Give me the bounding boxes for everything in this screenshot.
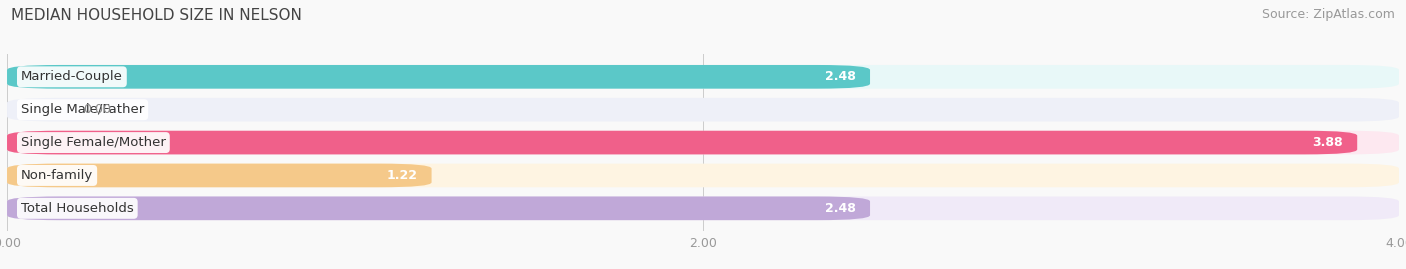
Text: 0.00: 0.00 [83,103,111,116]
FancyBboxPatch shape [7,65,870,89]
Text: Single Female/Mother: Single Female/Mother [21,136,166,149]
FancyBboxPatch shape [7,196,870,220]
FancyBboxPatch shape [7,131,1399,154]
FancyBboxPatch shape [7,164,1399,187]
Text: Source: ZipAtlas.com: Source: ZipAtlas.com [1261,8,1395,21]
Text: 2.48: 2.48 [825,70,856,83]
Text: Non-family: Non-family [21,169,93,182]
FancyBboxPatch shape [7,131,1357,154]
FancyBboxPatch shape [7,196,1399,220]
FancyBboxPatch shape [7,164,432,187]
Text: MEDIAN HOUSEHOLD SIZE IN NELSON: MEDIAN HOUSEHOLD SIZE IN NELSON [11,8,302,23]
Text: 3.88: 3.88 [1313,136,1343,149]
Text: Married-Couple: Married-Couple [21,70,122,83]
Text: 2.48: 2.48 [825,202,856,215]
FancyBboxPatch shape [7,98,1399,122]
Text: 1.22: 1.22 [387,169,418,182]
Text: Total Households: Total Households [21,202,134,215]
Text: Single Male/Father: Single Male/Father [21,103,145,116]
FancyBboxPatch shape [7,65,1399,89]
